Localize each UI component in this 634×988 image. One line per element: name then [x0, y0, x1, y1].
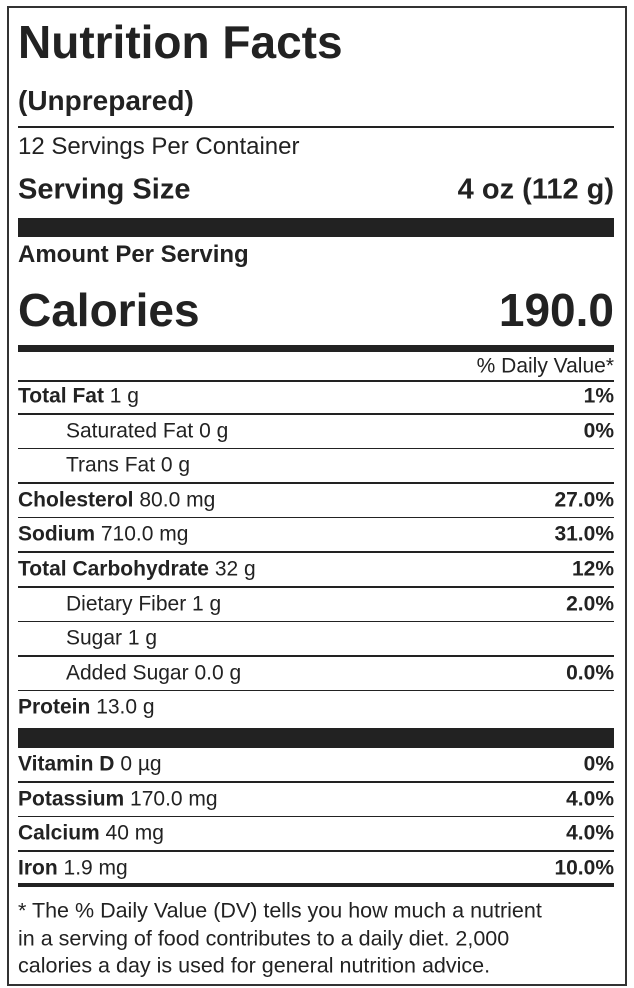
row-divider — [18, 815, 614, 818]
medium-bar — [18, 345, 614, 352]
nutrient-amount: 170.0 mg — [130, 787, 218, 811]
nutrient-amount: 40 mg — [105, 821, 164, 845]
nutrient-row: Trans Fat 0 g — [66, 455, 190, 476]
nutrient-row: Sugar 1 g — [66, 628, 157, 649]
row-divider — [18, 516, 614, 519]
daily-value: 27.0% — [554, 488, 614, 512]
nutrient-row: Total Carbohydrate 32 g — [18, 559, 256, 580]
row-divider — [18, 850, 614, 852]
daily-value-header: % Daily Value* — [476, 354, 614, 378]
daily-value: 4.0% — [566, 787, 614, 811]
daily-value: 31.0% — [554, 522, 614, 546]
nutrient-row: Total Fat 1 g — [18, 386, 139, 407]
daily-value: 0% — [583, 752, 614, 776]
calories-label: Calories — [18, 284, 200, 336]
nutrient-row: Iron 1.9 mg — [18, 857, 128, 878]
nutrient-name: Vitamin D — [18, 752, 115, 776]
subtitle: (Unprepared) — [18, 85, 194, 116]
nutrient-row: Calcium 40 mg — [18, 823, 164, 844]
nutrient-row: Cholesterol 80.0 mg — [18, 489, 215, 510]
divider — [18, 380, 614, 382]
nutrient-amount: 0.0 g — [194, 661, 242, 685]
row-divider — [18, 586, 614, 588]
nutrient-name: Calcium — [18, 821, 100, 845]
nutrient-amount: 0 g — [199, 419, 229, 443]
nutrient-row: Saturated Fat 0 g — [66, 420, 228, 441]
row-divider — [18, 689, 614, 692]
daily-value: 10.0% — [554, 856, 614, 880]
nutrient-name: Sugar — [66, 626, 123, 650]
title: Nutrition Facts — [18, 16, 343, 68]
nutrient-name: Cholesterol — [18, 488, 134, 512]
serving-size: 4 oz (112 g) — [457, 173, 614, 206]
nutrient-name: Iron — [18, 856, 58, 880]
footnote-line: calories a day is used for general nutri… — [18, 953, 491, 978]
nutrient-name: Saturated Fat — [66, 419, 194, 443]
nutrient-amount: 710.0 mg — [100, 522, 189, 546]
thick-bar — [18, 728, 614, 748]
nutrient-name: Total Carbohydrate — [18, 557, 209, 581]
nutrient-name: Dietary Fiber — [66, 592, 187, 616]
nutrient-amount: 13.0 g — [96, 695, 155, 719]
footnote-line: in a serving of food contributes to a da… — [18, 925, 510, 950]
nutrient-amount: 1 g — [192, 592, 222, 616]
nutrient-row: Vitamin D 0 µg — [18, 754, 162, 775]
nutrient-row: Potassium 170.0 mg — [18, 788, 218, 809]
nutrient-amount: 0 µg — [120, 752, 162, 776]
nutrient-name: Potassium — [18, 787, 125, 811]
row-divider — [18, 781, 614, 783]
nutrient-name: Sodium — [18, 522, 95, 546]
nutrient-amount: 1 g — [127, 626, 158, 650]
daily-value: 1% — [583, 384, 614, 408]
daily-value: 4.0% — [566, 821, 614, 845]
nutrient-amount: 80.0 mg — [139, 488, 216, 512]
nutrient-amount: 32 g — [214, 557, 256, 581]
nutrient-name: Trans Fat — [66, 453, 156, 477]
amount-per-serving: Amount Per Serving — [18, 241, 249, 268]
daily-value: 12% — [571, 557, 614, 581]
nutrient-row: Protein 13.0 g — [18, 697, 155, 718]
daily-value: 0.0% — [566, 661, 614, 685]
nutrient-amount: 1.9 mg — [63, 856, 128, 880]
nutrient-row: Added Sugar 0.0 g — [66, 662, 241, 683]
divider — [18, 126, 614, 128]
nutrient-amount: 1 g — [109, 384, 139, 408]
row-divider — [18, 655, 614, 657]
row-divider — [18, 482, 614, 484]
servings: 12 Servings Per Container — [18, 133, 300, 160]
nutrient-name: Protein — [18, 695, 91, 719]
row-divider — [18, 413, 614, 415]
row-divider — [18, 620, 614, 623]
border — [7, 6, 627, 986]
nutrient-row: Dietary Fiber 1 g — [66, 593, 221, 614]
daily-value: 2.0% — [566, 592, 614, 616]
nutrient-name: Added Sugar — [66, 661, 189, 685]
nutrient-name: Total Fat — [18, 384, 104, 408]
footnote-line: * The % Daily Value (DV) tells you how m… — [18, 898, 542, 923]
serving-size-label: Serving Size — [18, 173, 191, 206]
row-divider — [18, 551, 614, 553]
row-divider — [18, 447, 614, 450]
calories-value: 190.0 — [498, 284, 614, 336]
daily-value: 0% — [583, 419, 614, 443]
thick-bar — [18, 218, 614, 237]
nutrient-amount: 0 g — [160, 453, 191, 477]
nutrient-row: Sodium 710.0 mg — [18, 524, 188, 545]
medium-bar — [18, 883, 614, 887]
